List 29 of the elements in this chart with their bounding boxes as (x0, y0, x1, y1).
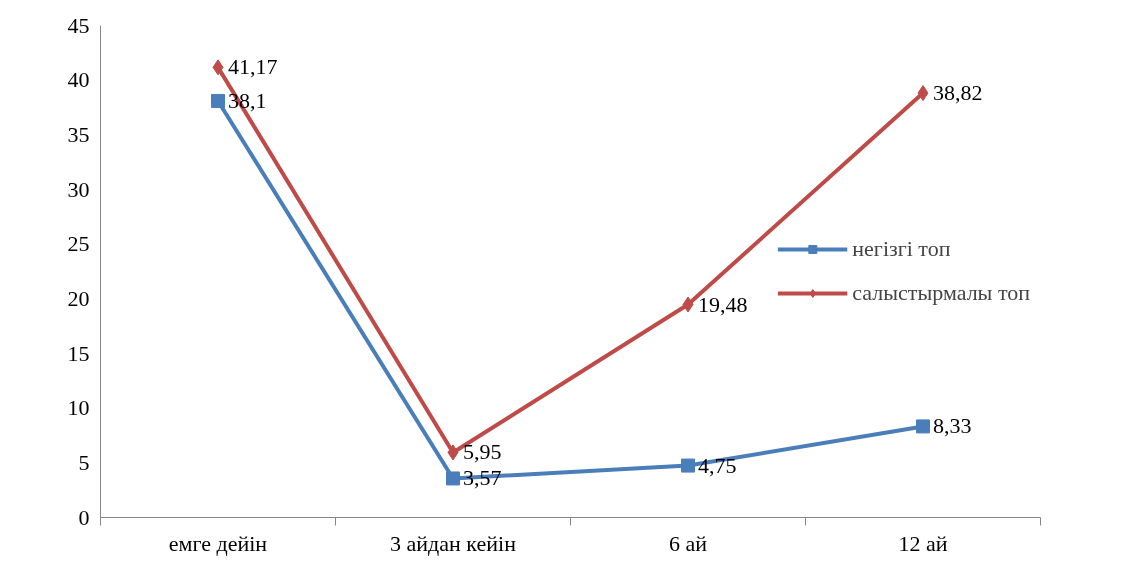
y-tick-label: 35 (67, 121, 90, 147)
y-tick-label: 0 (78, 504, 90, 530)
data-label: 19,48 (698, 291, 748, 317)
point (917, 85, 929, 102)
data-label: 5,95 (463, 439, 502, 465)
y-tick-label: 15 (67, 340, 90, 366)
y-tick-label: 40 (67, 67, 90, 93)
point (681, 458, 695, 473)
x-tick-label: 3 айдан кейін (390, 530, 517, 556)
data-label: 38,82 (933, 80, 983, 106)
x-tick-label: 12 ай (898, 530, 948, 556)
legend-label: негізгі топ (852, 236, 951, 262)
point (446, 471, 460, 486)
y-tick-label: 30 (67, 176, 90, 202)
y-tick-label: 10 (67, 395, 90, 421)
point (447, 444, 459, 461)
point (211, 93, 225, 108)
x-tick-label: емге дейін (168, 530, 268, 556)
x-tick-label: 6 ай (668, 530, 708, 556)
legend-label: салыстырмалы топ (852, 280, 1030, 306)
y-tick-label: 45 (67, 12, 90, 38)
point (212, 59, 224, 76)
y-tick-label: 5 (78, 449, 90, 475)
point (916, 419, 930, 434)
data-label: 8,33 (933, 413, 972, 439)
y-tick-label: 20 (67, 285, 90, 311)
data-label: 41,17 (228, 54, 278, 80)
y-tick-label: 25 (67, 231, 90, 257)
point (682, 296, 694, 313)
